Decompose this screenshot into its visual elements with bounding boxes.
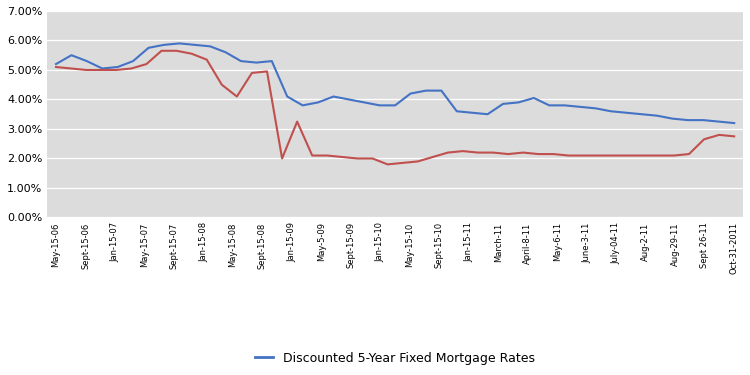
Discounted 5-Year Fixed Mortgage Rates bbox=[591, 106, 600, 111]
Discounted 5-Year Fixed Mortgage Rates bbox=[622, 111, 631, 115]
Discounted 5-Year Fixed Mortgage Rates bbox=[206, 44, 214, 49]
Discounted 5-Year Fixed Mortgage Rates bbox=[668, 116, 677, 121]
Discounted 5-Year Fixed Mortgage Rates bbox=[544, 103, 554, 108]
Discounted 5-Year Fixed Mortgage Rates bbox=[82, 59, 92, 63]
Discounted 5-Year Fixed Mortgage Rates bbox=[252, 60, 261, 65]
Discounted 5-Year Fixed Mortgage Rates bbox=[607, 109, 616, 114]
Discounted 5-Year Fixed Mortgage Rates bbox=[329, 94, 338, 99]
Discounted 5-Year Fixed Mortgage Rates bbox=[499, 102, 508, 106]
Discounted 5-Year Fixed Mortgage Rates bbox=[267, 59, 276, 63]
Legend: Discounted 5-Year Fixed Mortgage Rates: Discounted 5-Year Fixed Mortgage Rates bbox=[255, 352, 536, 365]
Discounted 5-Year Fixed Mortgage Rates bbox=[67, 53, 76, 57]
Discounted 5-Year Fixed Mortgage Rates bbox=[468, 111, 477, 115]
Discounted 5-Year Fixed Mortgage Rates bbox=[175, 41, 184, 46]
Discounted 5-Year Fixed Mortgage Rates bbox=[360, 100, 369, 105]
Discounted 5-Year Fixed Mortgage Rates bbox=[683, 118, 692, 122]
Discounted 5-Year Fixed Mortgage Rates bbox=[406, 92, 415, 96]
Discounted 5-Year Fixed Mortgage Rates bbox=[283, 94, 292, 99]
Discounted 5-Year Fixed Mortgage Rates bbox=[144, 46, 153, 50]
Discounted 5-Year Fixed Mortgage Rates bbox=[483, 112, 492, 117]
Discounted 5-Year Fixed Mortgage Rates bbox=[652, 114, 662, 118]
Discounted 5-Year Fixed Mortgage Rates bbox=[98, 66, 106, 71]
Discounted 5-Year Fixed Mortgage Rates bbox=[160, 43, 169, 47]
Discounted 5-Year Fixed Mortgage Rates bbox=[638, 112, 646, 117]
Discounted 5-Year Fixed Mortgage Rates bbox=[699, 118, 708, 122]
Discounted 5-Year Fixed Mortgage Rates bbox=[514, 100, 523, 105]
Discounted 5-Year Fixed Mortgage Rates bbox=[714, 119, 723, 124]
Discounted 5-Year Fixed Mortgage Rates bbox=[530, 96, 538, 100]
Discounted 5-Year Fixed Mortgage Rates bbox=[560, 103, 569, 108]
Discounted 5-Year Fixed Mortgage Rates bbox=[730, 121, 739, 125]
Discounted 5-Year Fixed Mortgage Rates bbox=[436, 88, 445, 93]
Discounted 5-Year Fixed Mortgage Rates bbox=[236, 59, 245, 63]
Discounted 5-Year Fixed Mortgage Rates bbox=[128, 59, 137, 63]
Discounted 5-Year Fixed Mortgage Rates bbox=[52, 62, 61, 66]
Discounted 5-Year Fixed Mortgage Rates bbox=[314, 100, 322, 105]
Line: Discounted 5-Year Fixed Mortgage Rates: Discounted 5-Year Fixed Mortgage Rates bbox=[56, 44, 734, 123]
Discounted 5-Year Fixed Mortgage Rates bbox=[452, 109, 461, 114]
Discounted 5-Year Fixed Mortgage Rates bbox=[221, 50, 230, 54]
Discounted 5-Year Fixed Mortgage Rates bbox=[113, 65, 122, 69]
Discounted 5-Year Fixed Mortgage Rates bbox=[422, 88, 430, 93]
Discounted 5-Year Fixed Mortgage Rates bbox=[575, 105, 584, 109]
Discounted 5-Year Fixed Mortgage Rates bbox=[190, 43, 200, 47]
Discounted 5-Year Fixed Mortgage Rates bbox=[344, 97, 353, 102]
Discounted 5-Year Fixed Mortgage Rates bbox=[375, 103, 384, 108]
Discounted 5-Year Fixed Mortgage Rates bbox=[298, 103, 307, 108]
Discounted 5-Year Fixed Mortgage Rates bbox=[391, 103, 400, 108]
